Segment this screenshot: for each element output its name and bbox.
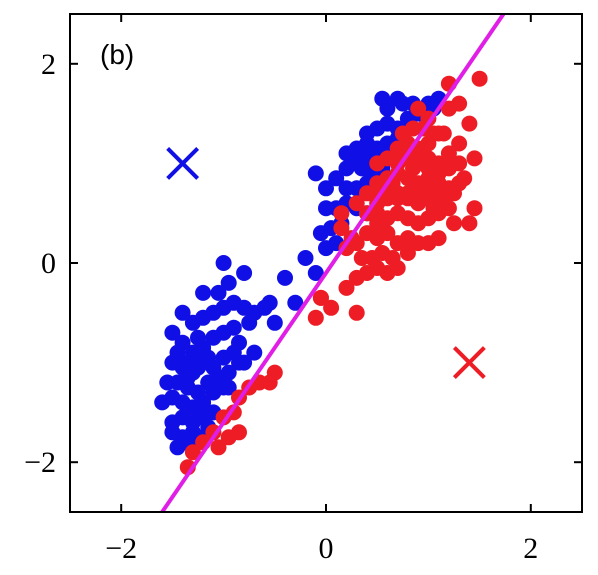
red-point xyxy=(333,205,350,222)
blue-point xyxy=(374,90,391,107)
red-point xyxy=(348,269,365,286)
red-point xyxy=(461,115,478,132)
blue-point xyxy=(236,265,253,281)
red-point xyxy=(451,135,468,152)
red-point xyxy=(410,100,427,117)
blue-point xyxy=(220,364,237,381)
red-point xyxy=(210,439,227,456)
x-tick-label: −2 xyxy=(105,532,137,565)
red-point xyxy=(461,215,478,232)
blue-point xyxy=(231,354,247,371)
y-tick-label: −2 xyxy=(24,446,56,479)
blue-point xyxy=(225,319,242,336)
axis-ticks: −2 0 2 −2 0 2 xyxy=(24,14,582,565)
blue-point xyxy=(195,394,212,411)
red-point xyxy=(338,279,355,296)
blue-point xyxy=(266,314,283,331)
x-tick-label: 2 xyxy=(523,532,538,565)
x-tick-label: 0 xyxy=(319,532,334,565)
blue-point xyxy=(195,284,212,301)
blue-point xyxy=(190,359,206,376)
blue-point xyxy=(220,274,237,291)
blue-point xyxy=(297,250,314,266)
axes-frame xyxy=(69,13,583,513)
red-point xyxy=(430,125,447,142)
blue-point xyxy=(215,255,232,271)
blue-point xyxy=(277,269,293,286)
red-point xyxy=(307,309,324,326)
blue-point xyxy=(190,329,206,346)
red-point xyxy=(399,245,416,261)
blue-x-marker xyxy=(166,146,200,180)
blue-point xyxy=(328,170,345,187)
panel-label: (b) xyxy=(100,39,134,70)
red-point xyxy=(323,299,340,316)
red-point xyxy=(446,185,462,202)
blue-point xyxy=(210,284,227,301)
red-point xyxy=(425,200,442,217)
red-point xyxy=(440,100,457,117)
blue-point xyxy=(164,324,181,341)
blue-point xyxy=(287,294,304,311)
red-point xyxy=(466,150,483,167)
blue-point xyxy=(261,294,278,311)
blue-point xyxy=(307,265,324,281)
red-point xyxy=(333,220,350,237)
red-point xyxy=(440,145,457,162)
red-point xyxy=(312,289,329,306)
blue-point xyxy=(318,180,334,197)
red-point xyxy=(415,145,432,162)
blue-point xyxy=(389,90,406,107)
red-point xyxy=(348,304,365,321)
y-tick-label: 0 xyxy=(41,247,56,280)
red-point xyxy=(405,160,421,177)
red-point xyxy=(184,444,201,461)
red-point xyxy=(430,230,447,247)
red-point xyxy=(231,424,247,441)
red-point xyxy=(451,155,468,172)
blue-point xyxy=(246,344,263,361)
blue-point xyxy=(169,344,186,361)
blue-point xyxy=(220,379,237,396)
red-point xyxy=(430,175,447,192)
red-point xyxy=(471,70,488,87)
red-point xyxy=(379,225,396,242)
blue-point xyxy=(174,304,191,321)
blue-point xyxy=(200,349,217,366)
red-x-marker-stroke xyxy=(452,346,486,380)
decision-boundary-line xyxy=(159,14,506,512)
blue-x-marker-stroke xyxy=(166,146,200,180)
red-point xyxy=(466,200,483,217)
red-point xyxy=(369,205,386,222)
red-point xyxy=(420,160,437,177)
red-point xyxy=(353,250,370,266)
blue-point xyxy=(159,374,176,391)
red-x-marker xyxy=(452,346,486,380)
blue-point xyxy=(179,369,196,386)
red-point xyxy=(446,215,462,232)
y-tick-label: 2 xyxy=(41,48,56,81)
red-point xyxy=(348,195,365,212)
blue-point xyxy=(307,165,324,182)
red-point xyxy=(456,170,473,187)
plot-area xyxy=(154,14,506,512)
